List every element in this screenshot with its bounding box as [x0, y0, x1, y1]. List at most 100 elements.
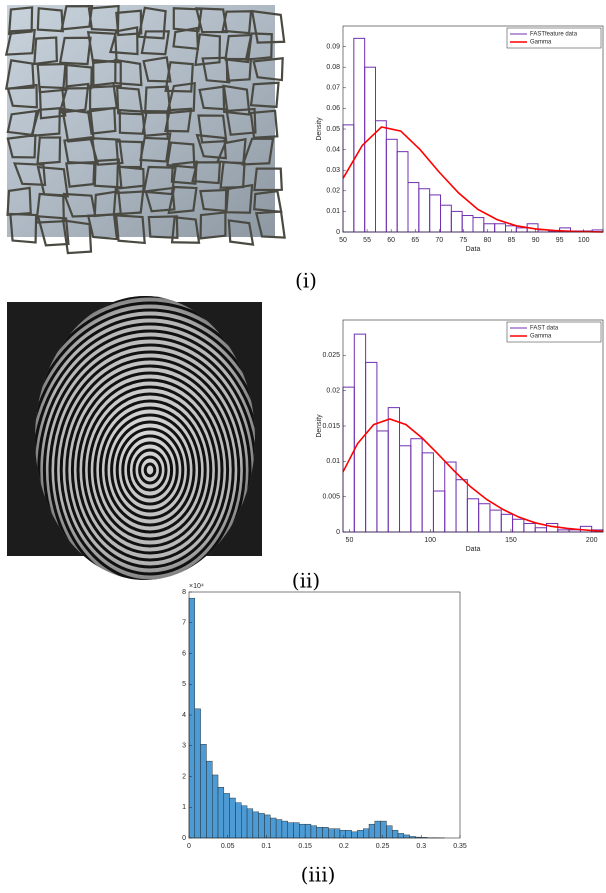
legend-label: FASTfeature data [530, 32, 578, 38]
histogram-bar [392, 830, 399, 839]
histogram-bar [380, 820, 387, 839]
crack [224, 183, 254, 214]
legend-label: Gamma [530, 334, 552, 340]
crack [112, 184, 146, 216]
ridge [35, 308, 255, 580]
ridge [59, 357, 241, 580]
ridge [35, 322, 255, 580]
ridge [143, 462, 157, 478]
fit-line [342, 126, 604, 233]
crack [118, 108, 148, 135]
y-tick-label: 3 [182, 743, 186, 750]
histogram-bar [386, 825, 393, 839]
crack [86, 106, 117, 135]
y-tick-label: 0.015 [322, 423, 340, 430]
x-tick-label: 60 [387, 237, 395, 244]
crack [225, 107, 257, 136]
crack [142, 56, 172, 83]
histogram-bar [333, 828, 341, 839]
y-tick-label: 0.05 [326, 126, 340, 133]
histogram-bar [310, 825, 317, 839]
crack [250, 9, 286, 44]
ridge [35, 315, 255, 580]
ridge-lines [35, 296, 255, 580]
crack [38, 85, 67, 120]
histogram-bar [322, 827, 329, 839]
ridge [110, 420, 190, 520]
crack [252, 57, 284, 82]
crack [61, 219, 93, 255]
crack [86, 213, 119, 241]
crack [227, 219, 255, 246]
crack [36, 136, 62, 165]
x-tick-label: 0.1 [262, 843, 272, 850]
ridge [104, 413, 196, 527]
ridge [82, 385, 218, 555]
histogram-bar [258, 813, 265, 839]
y-tick-label: 0.09 [326, 43, 340, 50]
crack [108, 26, 139, 56]
crack [222, 84, 251, 116]
histogram-bar [188, 597, 196, 839]
histogram-bar [304, 823, 312, 839]
plot-area [343, 320, 603, 532]
x-tick-label: 95 [556, 237, 564, 244]
crack [6, 133, 37, 159]
ridge [76, 378, 224, 562]
x-tick-label: 0.3 [416, 843, 426, 850]
y-tick-label: 0.005 [322, 494, 340, 501]
legend-box [506, 27, 602, 49]
y-tick-label: 0.03 [326, 167, 340, 174]
histogram-bar [275, 819, 283, 839]
x-tick-label: 0.25 [376, 843, 390, 850]
crack [221, 10, 253, 35]
ridge [48, 343, 252, 580]
crack [114, 58, 143, 87]
crack [36, 215, 70, 247]
x-tick-label: 55 [363, 237, 371, 244]
histogram-bar [374, 820, 381, 839]
x-tick-label: 100 [424, 537, 436, 544]
crack [4, 59, 35, 90]
crack [225, 57, 253, 82]
x-tick-label: 65 [411, 237, 419, 244]
histogram-bar [241, 805, 248, 839]
ridge [65, 364, 235, 576]
crack [147, 215, 179, 240]
histogram-bar [287, 822, 294, 839]
crack [92, 58, 122, 89]
crack [249, 109, 279, 139]
legend-label: FAST data [530, 326, 559, 332]
crack [191, 161, 222, 185]
crack [6, 186, 32, 217]
y-tick-label: 0.02 [326, 188, 340, 195]
x-tick-label: 0.05 [221, 843, 235, 850]
chart: 0 0.05 0.1 0.15 0.2 0.25 0.3 0.35 0 1 2 3 4 5 6 7 8×10⁴ (… [182, 583, 467, 887]
crack [244, 32, 273, 61]
crack [36, 7, 64, 33]
crack [12, 162, 47, 187]
x-tick-label: 75 [459, 237, 467, 244]
histogram-bar [281, 820, 288, 839]
crack [30, 107, 61, 138]
histogram-bar [368, 823, 376, 839]
crack [58, 82, 90, 114]
histogram-bar [357, 830, 364, 839]
histogram-bar [212, 774, 219, 839]
histogram-bar [328, 828, 335, 839]
y-tick-label: 0 [182, 835, 186, 842]
y-multiplier: ×10⁴ [189, 583, 204, 590]
crack [170, 160, 198, 185]
crack [249, 81, 280, 109]
y-tick-label: 8 [182, 589, 186, 596]
plot-area [189, 592, 460, 838]
crack [198, 85, 229, 111]
histogram-bar [200, 744, 207, 839]
y-tick-label: 7 [182, 620, 186, 627]
legend-label: Gamma [530, 40, 552, 46]
x-tick-label: 0.2 [339, 843, 349, 850]
y-axis-label: Density [316, 414, 323, 438]
fit-line [342, 418, 604, 533]
caption: (ii) [292, 569, 320, 593]
ridge [35, 301, 255, 580]
